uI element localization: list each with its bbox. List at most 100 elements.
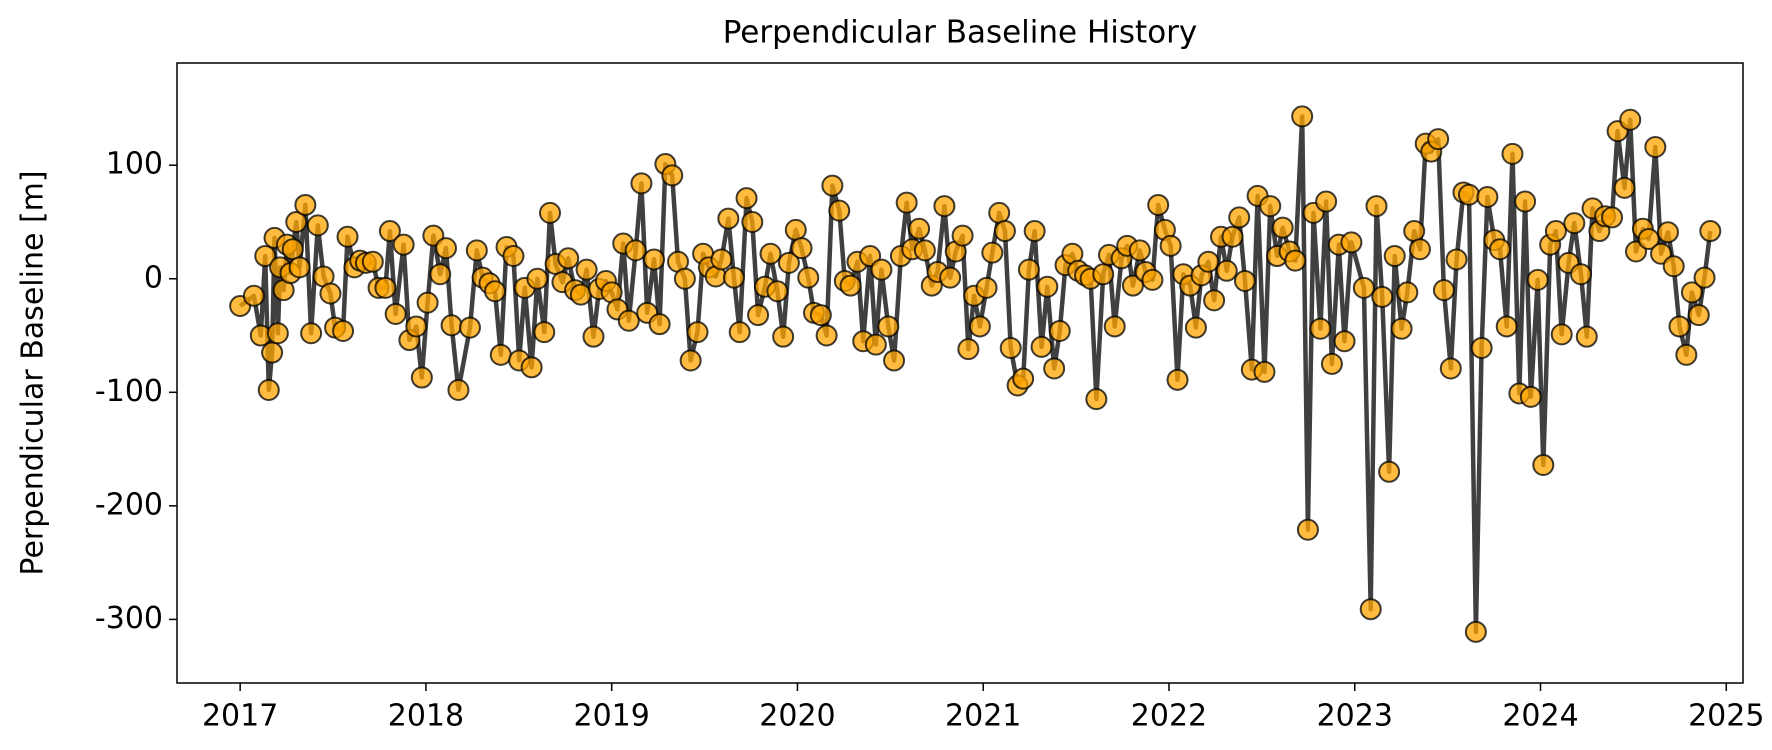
marker [447,379,470,402]
marker [913,239,936,262]
x-tick-label: 2017 [202,699,278,734]
marker [281,238,304,261]
marker [1668,315,1691,338]
y-tick-label: 0 [144,260,163,295]
marker [300,322,323,345]
marker [772,325,795,348]
marker [1427,128,1450,151]
marker [1619,108,1642,131]
marker [710,248,733,271]
marker [717,207,740,230]
marker [1470,337,1493,360]
marker [1085,388,1108,411]
marker [575,258,598,281]
marker [1495,315,1518,338]
marker [617,309,640,332]
marker [1550,323,1573,346]
marker [1390,317,1413,340]
marker [294,193,317,216]
x-tick-label: 2023 [1317,699,1393,734]
marker [784,218,807,241]
marker [440,314,463,337]
marker [502,245,525,268]
marker [306,214,329,237]
x-tick-label: 2025 [1688,699,1764,734]
marker [434,237,457,260]
marker [405,315,428,338]
marker [815,324,838,347]
x-tick-label: 2018 [388,699,464,734]
marker [1693,266,1716,289]
marker [458,316,481,339]
marker [1012,367,1035,390]
marker [1675,343,1698,366]
marker [630,172,653,195]
marker [1457,183,1480,206]
marker [790,237,813,260]
marker [1365,195,1388,218]
marker [332,319,355,342]
marker [1563,212,1586,235]
marker [1489,238,1512,261]
marker [1519,385,1542,408]
x-tick-label: 2022 [1131,699,1207,734]
marker [1184,316,1207,339]
marker [285,210,308,233]
marker [877,315,900,338]
marker [1296,518,1319,541]
marker [981,241,1004,264]
marker [1526,268,1549,291]
marker [254,245,277,268]
marker [336,225,359,248]
marker [1501,142,1524,165]
marker [1017,258,1040,281]
marker [741,210,764,233]
marker [1043,357,1066,380]
marker [416,291,439,314]
marker [1575,325,1598,348]
marker [533,321,556,344]
y-tick-label: -100 [95,374,163,409]
marker [648,313,671,336]
marker [1680,281,1703,304]
marker [883,349,906,372]
marker [1159,234,1182,257]
marker [374,276,397,299]
marker [870,258,893,281]
marker [661,164,684,187]
marker [1601,206,1624,229]
marker [1637,228,1660,251]
marker [939,266,962,289]
marker [643,248,666,271]
marker [1147,193,1170,216]
marker [722,266,745,289]
marker [557,247,580,270]
marker [569,283,592,306]
marker [378,220,401,243]
marker [1128,239,1151,262]
marker [520,356,543,379]
marker [1396,281,1419,304]
marker [864,333,887,356]
marker [988,201,1011,224]
marker [1687,304,1710,327]
marker [1259,195,1282,218]
marker [839,274,862,297]
marker [1197,250,1220,273]
marker [1613,176,1636,199]
marker [465,239,488,262]
x-tick-label: 2021 [945,699,1021,734]
marker [1271,216,1294,239]
marker [1203,289,1226,312]
marker [1253,360,1276,383]
x-tick-label: 2024 [1502,699,1578,734]
marker [1284,249,1307,272]
y-axis-label: Perpendicular Baseline [m] [16,170,51,575]
marker [1699,220,1722,243]
marker [957,338,980,361]
marker [1048,319,1071,342]
y-tick-label: -200 [95,487,163,522]
marker [319,282,342,305]
